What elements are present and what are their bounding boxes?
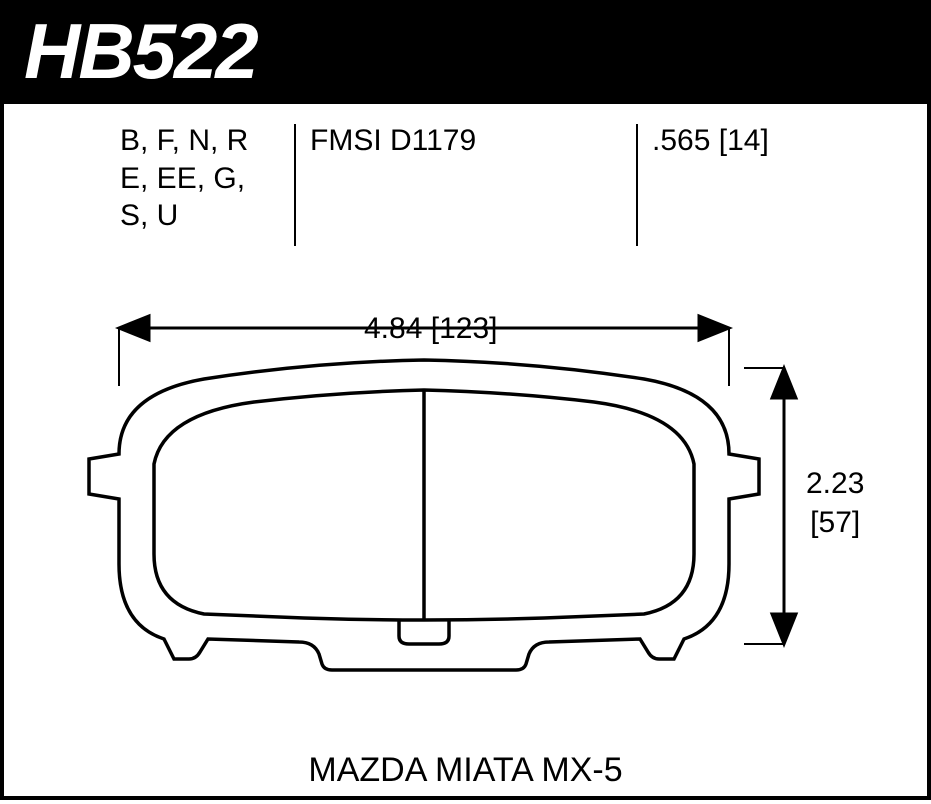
height-dimension-label: 2.23 [57]: [806, 464, 864, 542]
thickness-mm: [14]: [719, 124, 769, 157]
brake-pad-outline: [89, 360, 759, 670]
part-number: HB522: [24, 12, 907, 90]
info-row: B, F, N, R E, EE, G, S, U FMSI D1179 .56…: [120, 122, 901, 250]
width-in: 4.84: [364, 312, 422, 345]
thickness-column: .565 [14]: [638, 122, 769, 160]
header-bar: HB522: [0, 0, 931, 104]
compounds-column: B, F, N, R E, EE, G, S, U: [120, 122, 294, 235]
content-panel: B, F, N, R E, EE, G, S, U FMSI D1179 .56…: [0, 104, 931, 800]
height-mm: [57]: [806, 503, 864, 542]
thickness-in: .565: [652, 124, 710, 157]
width-mm: [123]: [431, 312, 498, 345]
width-dimension-label: 4.84 [123]: [364, 312, 497, 346]
height-dimension-arrow: [744, 368, 796, 644]
fmsi-column: FMSI D1179: [296, 122, 636, 160]
height-in: 2.23: [806, 464, 864, 503]
compounds-line1: B, F, N, R: [120, 122, 280, 160]
application-label: MAZDA MIATA MX-5: [4, 751, 927, 790]
diagram-area: 4.84 [123] 2.23 [57] MAZDA MIATA MX-5: [4, 264, 927, 796]
fmsi-value: FMSI D1179: [310, 122, 622, 160]
compounds-line3: S, U: [120, 197, 280, 235]
compounds-line2: E, EE, G,: [120, 160, 280, 198]
